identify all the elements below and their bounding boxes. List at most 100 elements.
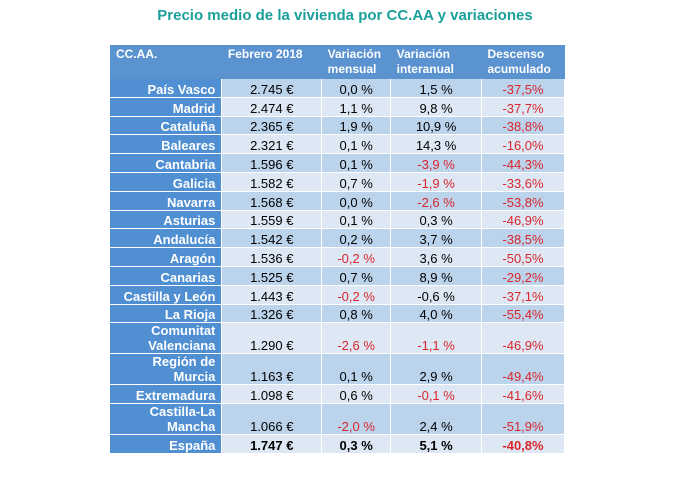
header-row: CC.AA. Febrero 2018 Variación mensual Va… [110, 45, 565, 79]
header-variacion-mensual: Variación mensual [321, 45, 391, 79]
table-row: Castilla-La Mancha 1.066 € -2,0 % 2,4 % -51,… [110, 403, 565, 436]
region-name-cell: Canarias [110, 266, 223, 286]
accumulated-decline-cell: -41,6% [481, 384, 565, 405]
annual-variation-cell: 4,0 % [390, 304, 482, 324]
price-cell: 2.321 € [221, 134, 323, 155]
monthly-variation-cell: -2,0 % [321, 403, 392, 436]
table-row: Comunitat Valenciana 1.290 € -2,6 % -1,1 % -… [110, 322, 565, 355]
total-row: España 1.747 €0,3 % 5,1 % -40,8% [110, 434, 565, 454]
header-febrero-2018: Febrero 2018 [221, 45, 322, 79]
table-row: Canarias 1.525 €0,7 % 8,9 % -29,2% [110, 266, 565, 286]
region-name-cell: La Rioja [110, 304, 223, 324]
table-row: Aragón 1.536 € -0,2 % 3,6 % -50,5% [110, 247, 565, 267]
monthly-variation-cell: 1,1 % [321, 97, 392, 117]
monthly-variation-cell: 0,1 % [321, 210, 392, 230]
table-row: Navarra 1.568 €0,0 % -2,6 % -53,8% [110, 191, 565, 211]
accumulated-decline-cell: -16,0% [481, 134, 565, 155]
annual-variation-cell: -2,6 % [390, 191, 482, 211]
region-name-cell: Andalucía [110, 228, 223, 249]
region-name-cell: España [110, 434, 223, 454]
monthly-variation-cell: 0,7 % [321, 172, 392, 192]
price-cell: 1.559 € [221, 210, 323, 230]
accumulated-decline-cell: -38,5% [481, 228, 565, 249]
table-row: Galicia 1.582 €0,7 % -1,9 % -33,6% [110, 172, 565, 192]
accumulated-decline-cell: -50,5% [481, 247, 565, 267]
table-row: La Rioja 1.326 €0,8 % 4,0 % -55,4% [110, 304, 565, 324]
annual-variation-cell: 9,8 % [390, 97, 482, 117]
price-cell: 1.290 € [221, 322, 323, 355]
annual-variation-cell: 5,1 % [390, 434, 482, 454]
monthly-variation-cell: 0,0 % [321, 79, 392, 98]
price-cell: 1.747 € [221, 434, 323, 454]
annual-variation-cell: 3,7 % [390, 228, 482, 249]
price-cell: 1.098 € [221, 384, 323, 405]
monthly-variation-cell: 0,7 % [321, 266, 392, 286]
accumulated-decline-cell: -49,4% [481, 353, 565, 386]
price-cell: 2.474 € [221, 97, 323, 117]
annual-variation-cell: 3,6 % [390, 247, 482, 267]
monthly-variation-cell: -2,6 % [321, 322, 392, 355]
annual-variation-cell: 10,9 % [390, 116, 482, 136]
region-name-cell: Cataluña [110, 116, 223, 136]
monthly-variation-cell: 0,1 % [321, 153, 392, 173]
monthly-variation-cell: 0,6 % [321, 384, 392, 405]
table-row: Baleares 2.321 €0,1 % 14,3 % -16,0% [110, 134, 565, 155]
accumulated-decline-cell: -44,3% [481, 153, 565, 173]
accumulated-decline-cell: -37,5% [481, 79, 565, 98]
table-row: Castilla y León 1.443 € -0,2 % -0,6 % -37,1% [110, 285, 565, 305]
accumulated-decline-cell: -46,9% [481, 322, 565, 355]
table-row: Extremadura 1.098 €0,6 % -0,1 % -41,6% [110, 384, 565, 405]
monthly-variation-cell: 0,1 % [321, 134, 392, 155]
annual-variation-cell: 2,4 % [390, 403, 482, 436]
accumulated-decline-cell: -40,8% [481, 434, 565, 454]
accumulated-decline-cell: -29,2% [481, 266, 565, 286]
accumulated-decline-cell: -55,4% [481, 304, 565, 324]
price-cell: 2.745 € [221, 79, 323, 98]
region-name-cell: Asturias [110, 210, 223, 230]
annual-variation-cell: 1,5 % [390, 79, 482, 98]
region-name-cell: Castilla-La Mancha [110, 403, 223, 436]
region-name-cell: Región de Murcia [110, 353, 223, 386]
table-row: País Vasco 2.745 €0,0 % 1,5 % -37,5% [110, 79, 565, 98]
price-cell: 1.582 € [221, 172, 323, 192]
annual-variation-cell: 14,3 % [390, 134, 482, 155]
region-name-cell: Galicia [110, 172, 223, 192]
region-name-cell: Cantabria [110, 153, 223, 173]
accumulated-decline-cell: -37,1% [481, 285, 565, 305]
region-name-cell: País Vasco [110, 79, 223, 98]
monthly-variation-cell: 0,0 % [321, 191, 392, 211]
region-name-cell: Madrid [110, 97, 223, 117]
accumulated-decline-cell: -38,8% [481, 116, 565, 136]
monthly-variation-cell: 0,8 % [321, 304, 392, 324]
region-name-cell: Comunitat Valenciana [110, 322, 223, 355]
monthly-variation-cell: 0,3 % [321, 434, 392, 454]
table-title: Precio medio de la vivienda por CC.AA y … [157, 7, 533, 24]
annual-variation-cell: -0,1 % [390, 384, 482, 405]
price-cell: 1.536 € [221, 247, 323, 267]
annual-variation-cell: -0,6 % [390, 285, 482, 305]
price-cell: 1.443 € [221, 285, 323, 305]
region-name-cell: Aragón [110, 247, 223, 267]
price-cell: 1.525 € [221, 266, 323, 286]
accumulated-decline-cell: -53,8% [481, 191, 565, 211]
region-name-cell: Castilla y León [110, 285, 223, 305]
price-cell: 1.163 € [221, 353, 323, 386]
region-name-cell: Baleares [110, 134, 223, 155]
table-row: Región de Murcia 1.163 €0,1 % 2,9 % -49,4% [110, 353, 565, 386]
annual-variation-cell: -1,9 % [390, 172, 482, 192]
monthly-variation-cell: -0,2 % [321, 285, 392, 305]
housing-price-table: CC.AA. Febrero 2018 Variación mensual Va… [110, 45, 565, 454]
price-cell: 2.365 € [221, 116, 323, 136]
price-cell: 1.568 € [221, 191, 323, 211]
region-name-cell: Navarra [110, 191, 223, 211]
price-cell: 1.326 € [221, 304, 323, 324]
table-row: Madrid 2.474 €1,1 % 9,8 % -37,7% [110, 97, 565, 117]
annual-variation-cell: 8,9 % [390, 266, 482, 286]
annual-variation-cell: 0,3 % [390, 210, 482, 230]
header-descenso-acumulado: Descenso acumulado [481, 45, 565, 79]
price-cell: 1.542 € [221, 228, 323, 249]
accumulated-decline-cell: -33,6% [481, 172, 565, 192]
annual-variation-cell: -3,9 % [390, 153, 482, 173]
header-variacion-interanual: Variación interanual [390, 45, 482, 79]
annual-variation-cell: -1,1 % [390, 322, 482, 355]
